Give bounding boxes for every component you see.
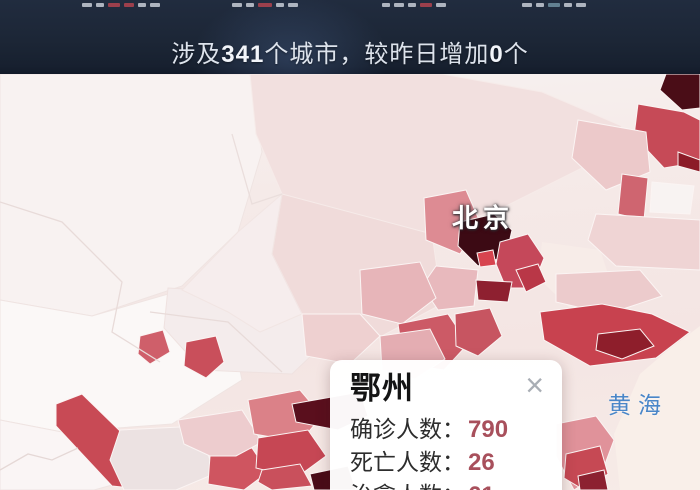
- city-stats-popup: 鄂州 × 确诊人数： 790 死亡人数： 26 治愈人数： 61: [330, 360, 562, 490]
- confirmed-row: 确诊人数： 790: [350, 413, 546, 446]
- map-region[interactable]: [137, 329, 171, 365]
- confirmed-label: 确诊人数：: [350, 416, 465, 443]
- map-region[interactable]: [617, 173, 649, 221]
- popup-stats-list: 确诊人数： 790 死亡人数： 26 治愈人数： 61: [350, 413, 546, 490]
- summary-suffix: 个: [503, 41, 529, 68]
- province-border: [0, 201, 161, 363]
- cities-count-summary: 涉及341个城市，较昨日增加0个: [0, 34, 700, 69]
- cities-count: 341: [221, 41, 265, 68]
- stats-header: 涉及341个城市，较昨日增加0个: [0, 0, 700, 74]
- map-region[interactable]: [181, 192, 303, 333]
- cured-value: 61: [468, 479, 495, 490]
- sea-label: 黄海: [608, 392, 668, 418]
- clipped-ticker-fragment: [382, 1, 446, 7]
- map-region[interactable]: [183, 335, 225, 379]
- cured-row: 治愈人数： 61: [350, 479, 546, 490]
- sea-yellow-sea: [614, 326, 700, 490]
- map-region[interactable]: [595, 328, 655, 360]
- map-region[interactable]: [177, 409, 263, 457]
- map-region[interactable]: [587, 213, 700, 271]
- popup-city-title: 鄂州: [350, 371, 414, 406]
- map-region[interactable]: [677, 151, 700, 173]
- map-region[interactable]: [659, 74, 700, 111]
- map-regions[interactable]: [0, 74, 700, 490]
- province-border: [149, 311, 283, 373]
- clipped-ticker-fragment: [82, 1, 160, 7]
- increase-count: 0: [489, 41, 504, 68]
- cured-label: 治愈人数：: [350, 479, 465, 490]
- map-region[interactable]: [577, 469, 609, 490]
- clipped-ticker-fragment: [232, 1, 298, 7]
- deaths-row: 死亡人数： 26: [350, 446, 546, 479]
- map-region[interactable]: [555, 269, 663, 315]
- summary-prefix: 涉及: [171, 41, 222, 68]
- map-region[interactable]: [301, 313, 381, 365]
- china-choropleth-map[interactable]: [0, 74, 700, 490]
- deaths-label: 死亡人数：: [350, 449, 465, 476]
- summary-middle: 个城市，较昨日增加: [264, 41, 490, 68]
- map-region[interactable]: [255, 429, 327, 479]
- map-region[interactable]: [476, 249, 497, 268]
- map-region[interactable]: [649, 181, 695, 215]
- clipped-stats-ticker: [0, 0, 700, 8]
- close-icon[interactable]: ×: [525, 367, 544, 403]
- clipped-ticker-fragment: [522, 1, 586, 7]
- map-region[interactable]: [249, 74, 623, 239]
- map-region[interactable]: [454, 307, 503, 357]
- map-region[interactable]: [515, 263, 547, 293]
- map-region[interactable]: [475, 279, 513, 303]
- province-border: [0, 447, 79, 471]
- map-region[interactable]: [257, 463, 313, 490]
- map-region[interactable]: [359, 261, 437, 325]
- province-border: [231, 133, 283, 205]
- deaths-value: 26: [468, 449, 495, 477]
- beijing-label: 北京: [452, 203, 515, 233]
- confirmed-value: 790: [468, 416, 509, 444]
